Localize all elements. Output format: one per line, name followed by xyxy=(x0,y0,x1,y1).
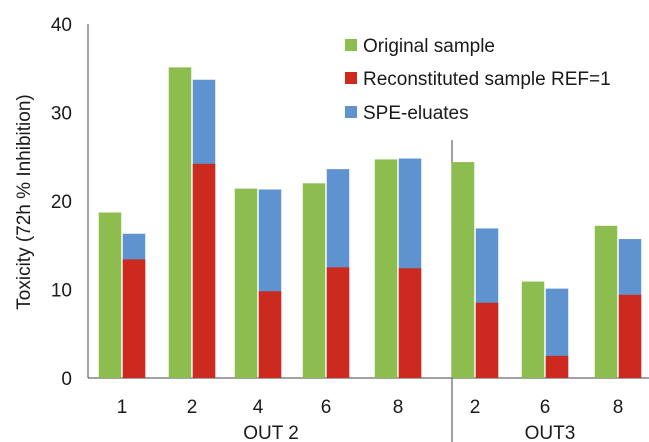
bar-original xyxy=(521,281,545,378)
tick-labels: 0 10 20 30 40 1 2 4 6 8 2 6 8 xyxy=(51,15,623,418)
y-tick-label: 20 xyxy=(51,192,72,213)
bar-reconstituted xyxy=(192,163,216,378)
group-label-out3: OUT3 xyxy=(525,423,576,442)
y-axis-title: Toxicity (72h % Inhibition) xyxy=(14,94,35,309)
y-tick-label: 10 xyxy=(51,281,72,302)
bar-original xyxy=(594,225,618,378)
x-tick-label: 6 xyxy=(321,397,332,418)
x-tick-label: 2 xyxy=(470,397,481,418)
bar-reconstituted xyxy=(398,268,422,378)
bar-original xyxy=(451,162,475,378)
y-tick-label: 30 xyxy=(51,104,72,125)
x-tick-label: 6 xyxy=(540,397,551,418)
x-tick-label: 4 xyxy=(253,397,264,418)
bar-reconstituted xyxy=(545,355,569,378)
bar-reconstituted xyxy=(326,267,350,378)
x-tick-label: 1 xyxy=(117,397,128,418)
bar-original xyxy=(168,67,192,379)
legend-label-spe: SPE-eluates xyxy=(363,103,469,124)
bar-reconstituted xyxy=(618,294,642,378)
bar-original xyxy=(374,159,398,378)
y-tick-label: 40 xyxy=(51,15,72,36)
group-label-out2: OUT 2 xyxy=(243,423,299,442)
legend-label-reconstituted: Reconstituted sample REF=1 xyxy=(363,69,611,90)
bar-original xyxy=(302,183,326,378)
bars xyxy=(98,67,642,379)
x-tick-label: 2 xyxy=(187,397,198,418)
legend-swatch-original xyxy=(345,39,357,51)
bar-original xyxy=(98,212,122,378)
bar-reconstituted xyxy=(258,291,282,378)
legend-swatch-reconstituted xyxy=(345,72,357,84)
x-tick-label: 8 xyxy=(613,397,624,418)
x-tick-label: 8 xyxy=(393,397,404,418)
legend-label-original: Original sample xyxy=(363,36,495,57)
bar-original xyxy=(234,188,258,378)
bar-reconstituted xyxy=(475,302,499,378)
bar-reconstituted xyxy=(122,259,146,378)
legend-swatch-spe xyxy=(345,106,357,118)
legend: Original sample Reconstituted sample REF… xyxy=(345,36,611,124)
y-tick-label: 0 xyxy=(61,369,72,390)
bar-spe-eluates xyxy=(545,288,569,378)
